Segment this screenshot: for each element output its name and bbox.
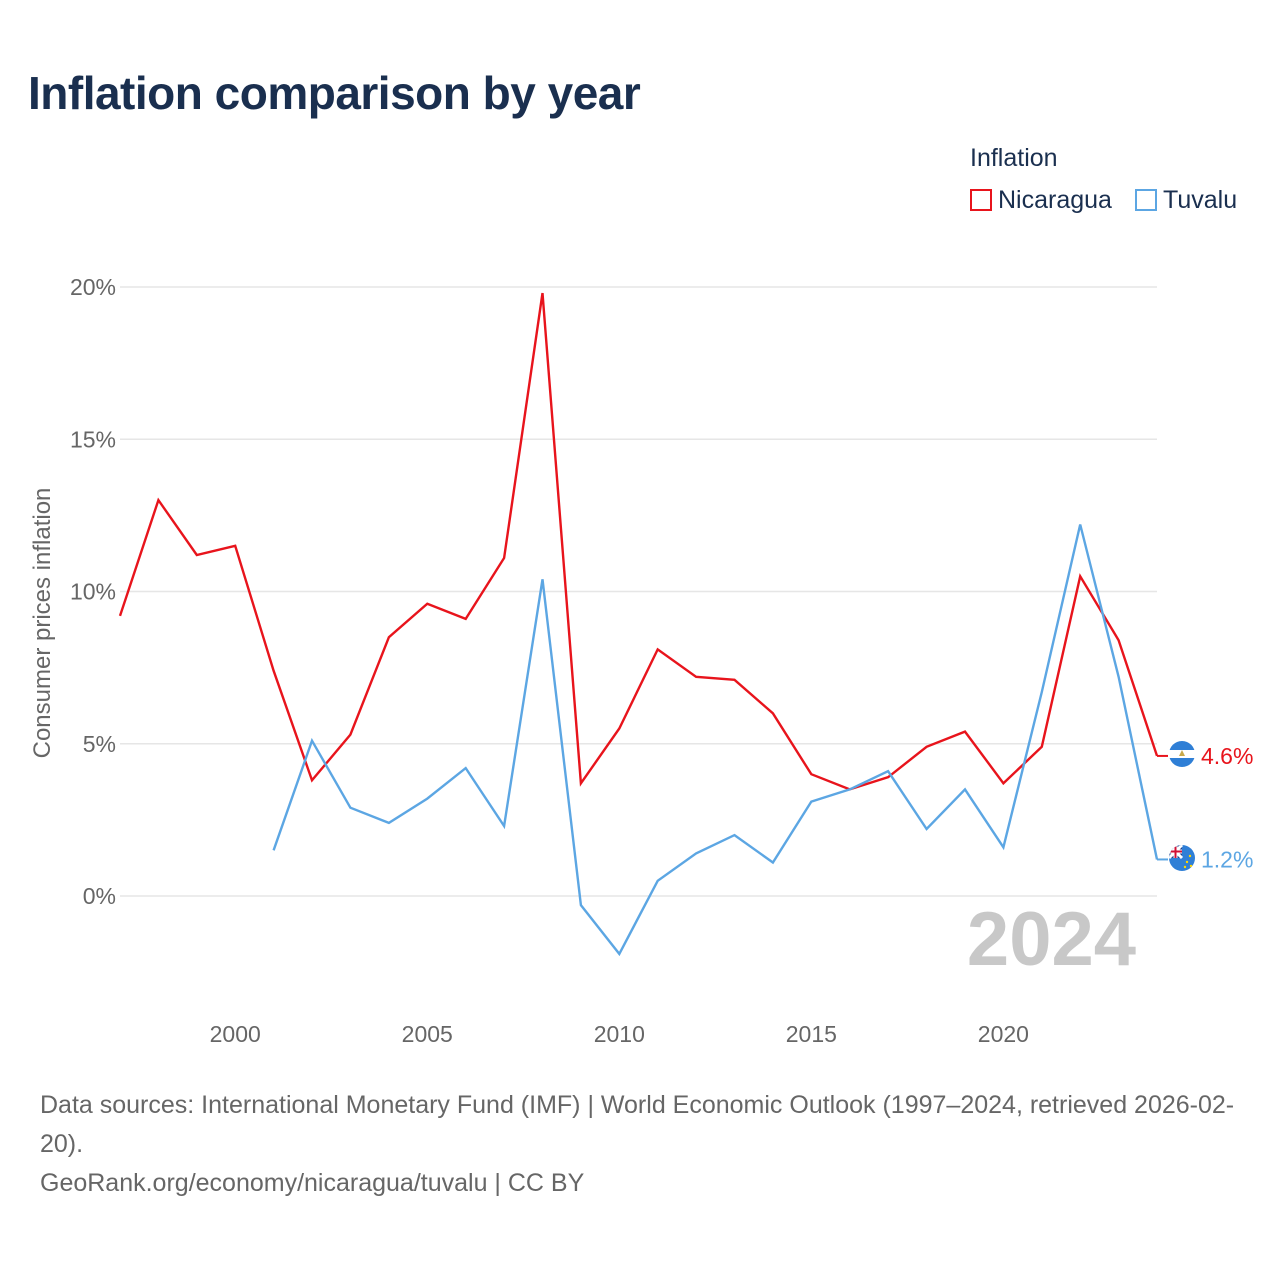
credit-text: GeoRank.org/economy/nicaragua/tuvalu | C… bbox=[40, 1169, 585, 1197]
y-tick-label-5: 5% bbox=[83, 731, 116, 757]
legend-title: Inflation bbox=[970, 144, 1058, 172]
tuvalu-flag-icon bbox=[1169, 845, 1195, 871]
x-tick-label-2005: 2005 bbox=[402, 1021, 453, 1047]
y-tick-label-15: 15% bbox=[70, 426, 116, 452]
x-tick-label-2015: 2015 bbox=[786, 1021, 837, 1047]
legend-swatch-nicaragua bbox=[970, 189, 992, 211]
end-label-nicaragua: 4.6% bbox=[1201, 743, 1253, 769]
x-tick-label-2020: 2020 bbox=[978, 1021, 1029, 1047]
y-tick-label-0: 0% bbox=[83, 883, 116, 909]
series-lines: 4.6% 1.2% bbox=[118, 292, 1253, 957]
chart-footer: Data sources: International Monetary Fun… bbox=[40, 1086, 1250, 1203]
chart-title: Inflation comparison by year bbox=[28, 67, 641, 119]
end-label-tuvalu: 1.2% bbox=[1201, 846, 1253, 872]
series-line-tuvalu bbox=[272, 524, 1159, 957]
legend-label-tuvalu: Tuvalu bbox=[1163, 185, 1238, 214]
y-axis-title: Consumer prices inflation bbox=[29, 488, 56, 759]
y-axis-ticks: 0% 5% 10% 15% 20% bbox=[70, 274, 116, 909]
legend-item-nicaragua[interactable]: Nicaragua bbox=[970, 186, 1112, 214]
legend-item-tuvalu[interactable]: Tuvalu bbox=[1135, 186, 1237, 214]
legend-swatch-tuvalu bbox=[1135, 189, 1157, 211]
year-watermark: 2024 bbox=[967, 897, 1136, 982]
line-chart: 0% 5% 10% 15% 20% 2000 2005 2010 2015 2020 Consu… bbox=[29, 274, 1253, 1047]
nicaragua-flag-icon bbox=[1169, 741, 1195, 767]
x-tick-label-2000: 2000 bbox=[210, 1021, 261, 1047]
x-tick-label-2010: 2010 bbox=[594, 1021, 645, 1047]
y-tick-label-20: 20% bbox=[70, 274, 116, 300]
series-line-nicaragua bbox=[118, 292, 1159, 791]
legend-label-nicaragua: Nicaragua bbox=[998, 185, 1112, 214]
data-sources-text: Data sources: International Monetary Fun… bbox=[40, 1091, 1235, 1158]
grid-lines bbox=[120, 286, 1157, 897]
y-tick-label-10: 10% bbox=[70, 579, 116, 605]
x-axis-ticks: 2000 2005 2010 2015 2020 bbox=[210, 1021, 1029, 1047]
